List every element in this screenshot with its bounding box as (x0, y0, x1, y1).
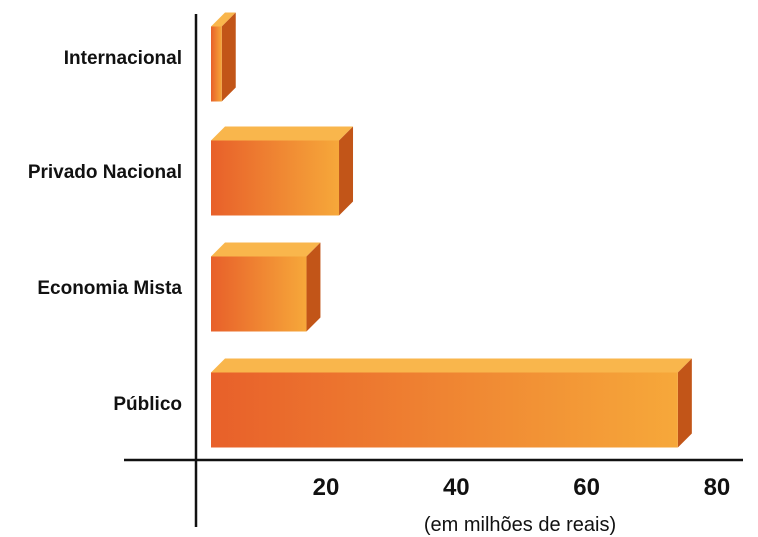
bar-economia-mista (211, 242, 321, 332)
category-label-group: Internacional Privado Nacional Economia Mi… (28, 48, 183, 415)
x-tick-label: 20 (313, 474, 340, 501)
bar-front-face (211, 372, 678, 448)
bar-top-face (211, 12, 236, 27)
category-label: Público (113, 394, 182, 415)
bar-side-face (677, 358, 692, 448)
bar-privado-nacional (211, 126, 354, 216)
category-label: Privado Nacional (28, 162, 182, 183)
bar-side-face (339, 126, 354, 216)
bar-top-face (211, 126, 354, 141)
x-tick-group: 20 40 60 80 (313, 474, 731, 501)
bar-p-blico (211, 358, 692, 448)
bar-side-face (221, 12, 236, 102)
x-axis-unit-label: (em milhões de reais) (424, 514, 616, 536)
bar-front-face (211, 140, 340, 216)
bar-internacional (211, 12, 236, 102)
bar-front-face (211, 256, 307, 332)
x-tick-label: 60 (573, 474, 600, 501)
x-tick-label: 40 (443, 474, 470, 501)
x-tick-label: 80 (704, 474, 731, 501)
category-label: Economia Mista (37, 278, 182, 299)
bar-top-face (211, 358, 692, 373)
bar-front-face (211, 26, 222, 102)
bar-side-face (306, 242, 321, 332)
bars-group (211, 12, 692, 448)
bar-top-face (211, 242, 321, 257)
category-label: Internacional (64, 48, 182, 69)
